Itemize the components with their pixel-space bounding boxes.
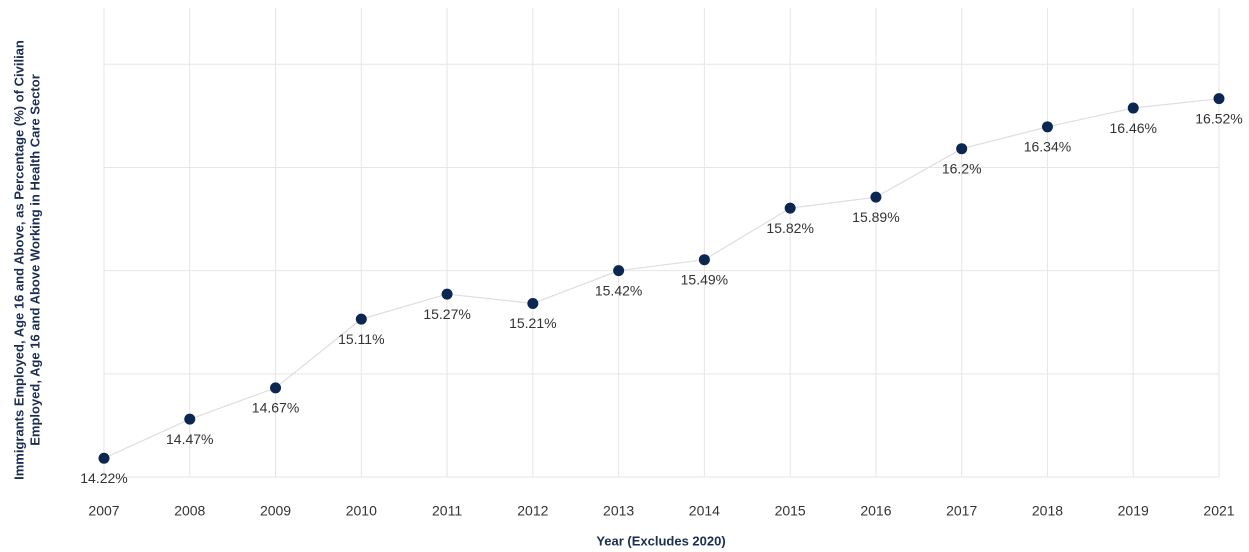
data-label: 16.46% [1109, 120, 1156, 136]
point [613, 265, 625, 277]
x-tick-label: 2008 [174, 503, 205, 519]
x-tick-label: 2015 [775, 503, 806, 519]
point [98, 452, 110, 464]
x-tick-label: 2007 [88, 503, 119, 519]
data-label: 16.2% [942, 160, 982, 176]
y-axis-title-line: Employed, Age 16 and Above Working in He… [27, 74, 42, 446]
point [1213, 93, 1225, 105]
data-label: 14.47% [166, 431, 213, 447]
point [527, 297, 539, 309]
x-tick-label: 2010 [346, 503, 377, 519]
point [355, 313, 367, 325]
point [1041, 121, 1053, 133]
point [270, 382, 282, 394]
x-tick-label: 2017 [946, 503, 977, 519]
x-tick-label: 2018 [1032, 503, 1063, 519]
y-axis-title: Immigrants Employed, Age 16 and Above, a… [11, 40, 42, 480]
x-tick-label: 2019 [1118, 503, 1149, 519]
data-label: 15.82% [766, 220, 813, 236]
x-tick-label: 2013 [603, 503, 634, 519]
data-label: 14.67% [252, 400, 299, 416]
point [184, 413, 196, 425]
data-label: 15.21% [509, 315, 556, 331]
data-label: 16.34% [1024, 139, 1071, 155]
line [103, 98, 1220, 459]
data-label: 16.52% [1195, 110, 1242, 126]
data-label: 14.22% [80, 470, 127, 486]
data-label: 15.89% [852, 209, 899, 225]
data-label: 15.27% [423, 306, 470, 322]
x-tick-label: 2014 [689, 503, 720, 519]
x-tick-label: 2009 [260, 503, 291, 519]
point [784, 202, 796, 214]
point [870, 191, 882, 203]
x-axis-title: Year (Excludes 2020) [596, 533, 725, 548]
x-tick-label: 2012 [517, 503, 548, 519]
data-label: 15.42% [595, 282, 642, 298]
point [956, 143, 968, 155]
x-tick-label: 2021 [1203, 503, 1234, 519]
data-label: 15.49% [681, 271, 728, 287]
x-tick-label: 2016 [860, 503, 891, 519]
point [441, 288, 453, 300]
x-tick-label: 2011 [432, 503, 462, 519]
point [1127, 102, 1139, 114]
data-label: 15.11% [338, 331, 384, 347]
point [698, 254, 710, 266]
y-axis-title-line: Immigrants Employed, Age 16 and Above, a… [11, 40, 26, 480]
